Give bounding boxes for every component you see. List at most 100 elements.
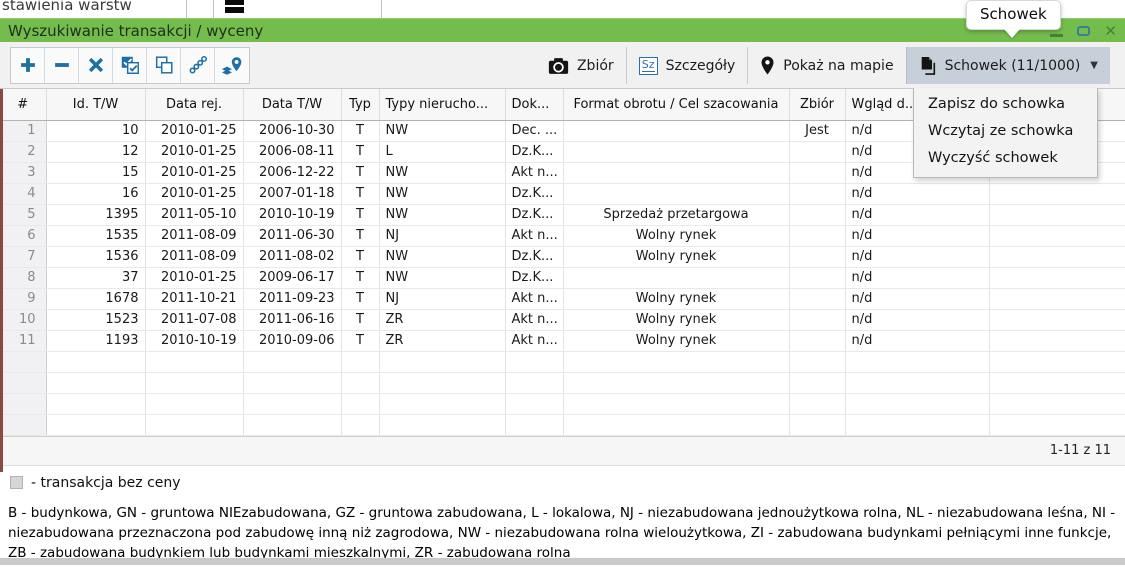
pokaz-na-mapie-label: Pokaż na mapie — [783, 57, 894, 74]
empty-cell — [989, 372, 1125, 394]
empty-cell — [379, 414, 506, 436]
column-header[interactable]: Data rej. — [145, 89, 244, 121]
no-price-swatch — [10, 476, 23, 489]
empty-cell — [789, 351, 846, 373]
selection-button[interactable] — [147, 47, 181, 83]
column-header[interactable]: Data T/W — [243, 89, 342, 121]
table-cell: T — [341, 162, 380, 184]
empty-row — [0, 414, 1125, 436]
table-cell: Dz.K... — [505, 246, 564, 268]
column-header[interactable]: Dok... — [505, 89, 564, 121]
szczegoly-button[interactable]: Sz Szczegóły — [625, 47, 748, 84]
table-cell: 2011-08-09 — [145, 246, 244, 268]
table-row[interactable]: 10 1523 2011-07-08 2011-06-16 T ZR Akt n... Wol… — [0, 309, 1125, 331]
table-cell: T — [341, 204, 380, 226]
table-cell: 1395 — [46, 204, 146, 226]
empty-cell — [46, 372, 146, 394]
menu-item[interactable]: Wczytaj ze schowka — [928, 123, 1074, 139]
remove-button[interactable] — [45, 47, 79, 83]
background-divider — [213, 0, 214, 18]
background-divider — [381, 0, 382, 18]
table-cell — [789, 225, 846, 247]
empty-cell — [845, 393, 990, 415]
table-cell: 11 — [0, 330, 47, 352]
table-cell: T — [341, 330, 380, 352]
minimize-icon[interactable] — [1050, 33, 1064, 37]
menu-item[interactable]: Zapisz do schowka — [928, 96, 1065, 112]
empty-cell — [379, 351, 506, 373]
table-cell: n/d — [845, 267, 990, 289]
table-cell: 2 — [0, 141, 47, 163]
empty-cell — [845, 414, 990, 436]
column-header[interactable]: Format obrotu / Cel szacowania — [563, 89, 790, 121]
background-partial-text: stawienia warstw — [2, 0, 132, 14]
close-icon[interactable]: ✕ — [1104, 21, 1117, 40]
table-row[interactable]: 11 1193 2010-10-19 2010-09-06 T ZR Akt n... Wol… — [0, 330, 1125, 352]
table-cell: 5 — [0, 204, 47, 226]
table-cell: 2009-06-17 — [243, 267, 342, 289]
schowek-label: Schowek (11/1000) — [944, 57, 1081, 74]
empty-cell — [563, 414, 790, 436]
table-cell: Wolny rynek — [563, 330, 790, 352]
table-cell — [789, 162, 846, 184]
table-cell: 2010-01-25 — [145, 183, 244, 205]
table-cell — [789, 330, 846, 352]
table-row[interactable]: 5 1395 2011-05-10 2010-10-19 T NW Dz.K... Sprze… — [0, 204, 1125, 226]
window-bottom-edge — [0, 558, 1125, 565]
column-header[interactable]: Zbiór — [789, 89, 846, 121]
add-button[interactable] — [11, 47, 45, 83]
column-header[interactable]: Id. T/W — [46, 89, 146, 121]
table-cell — [789, 246, 846, 268]
table-cell: NW — [379, 162, 506, 184]
table-cell — [563, 141, 790, 163]
empty-cell — [0, 393, 47, 415]
zbior-label: Zbiór — [576, 57, 614, 74]
overlapping-squares-icon — [153, 54, 175, 76]
pokaz-na-mapie-button[interactable]: Pokaż na mapie — [747, 47, 905, 84]
table-cell — [563, 120, 790, 142]
table-cell: 2006-10-30 — [243, 120, 342, 142]
table-row[interactable]: 4 16 2010-01-25 2007-01-18 T NW Dz.K... n/d — [0, 183, 1125, 205]
table-cell: 2011-08-09 — [145, 225, 244, 247]
select-all-button[interactable] — [113, 47, 147, 83]
table-cell — [563, 183, 790, 205]
empty-cell — [845, 351, 990, 373]
empty-cell — [0, 351, 47, 373]
maximize-icon[interactable] — [1077, 26, 1091, 36]
schowek-button[interactable]: Schowek (11/1000) ▼ — [905, 47, 1110, 84]
locate-on-map-button[interactable] — [215, 48, 249, 83]
tooltip-arrow — [1004, 29, 1020, 38]
empty-cell — [505, 372, 564, 394]
table-row[interactable]: 3 15 2010-01-25 2006-12-22 T NW Akt n... n/d — [0, 162, 1125, 184]
table-cell: NJ — [379, 288, 506, 310]
clear-button[interactable] — [79, 47, 113, 83]
table-row[interactable]: 9 1678 2011-10-21 2011-09-23 T NJ Akt n... Woln… — [0, 288, 1125, 310]
column-header[interactable]: Typy nierucho... — [379, 89, 506, 121]
layers-pin-icon — [220, 54, 244, 76]
menu-item[interactable]: Wyczyść schowek — [928, 150, 1058, 166]
background-toolbar-icon — [225, 0, 244, 13]
column-header[interactable]: Typ — [341, 89, 380, 121]
table-row[interactable]: 6 1535 2011-08-09 2011-06-30 T NJ Akt n... Woln… — [0, 225, 1125, 247]
table-row[interactable]: 7 1536 2011-08-09 2011-08-02 T NW Dz.K... Wolny… — [0, 246, 1125, 268]
empty-cell — [789, 393, 846, 415]
zbior-button[interactable]: Zbiór — [536, 47, 626, 84]
empty-cell — [505, 414, 564, 436]
empty-cell — [46, 393, 146, 415]
empty-cell — [341, 414, 380, 436]
table-cell: 2010-09-06 — [243, 330, 342, 352]
table-cell: 1 — [0, 120, 47, 142]
row-marker-strip — [0, 89, 3, 472]
empty-cell — [563, 393, 790, 415]
table-cell: 2011-06-30 — [243, 225, 342, 247]
chain-selection-button[interactable] — [181, 47, 215, 83]
window-title: Wyszukiwanie transakcji / wyceny — [8, 21, 264, 40]
table-row[interactable]: 8 37 2010-01-25 2009-06-17 T NW Dz.K... n/d — [0, 267, 1125, 289]
table-cell: 2011-06-16 — [243, 309, 342, 331]
empty-cell — [145, 393, 244, 415]
empty-cell — [341, 372, 380, 394]
empty-cell — [789, 372, 846, 394]
empty-cell — [341, 393, 380, 415]
column-header[interactable]: # — [0, 89, 47, 121]
table-cell: Akt n... — [505, 288, 564, 310]
